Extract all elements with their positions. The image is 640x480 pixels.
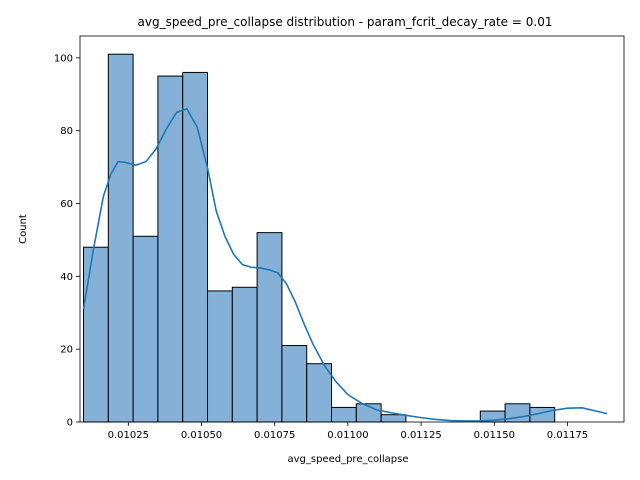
- histogram-bar: [132, 235, 159, 423]
- histogram-bar: [107, 53, 134, 423]
- histogram-bar: [157, 75, 184, 423]
- x-axis-label: avg_speed_pre_collapse: [287, 454, 408, 465]
- y-tick-label: 20: [60, 345, 73, 356]
- histogram-bar: [306, 363, 333, 423]
- x-tick-label: 0.01125: [400, 430, 441, 441]
- x-tick-label: 0.01075: [254, 430, 295, 441]
- y-axis-ticks: 0 20 40 60 80 100: [54, 53, 80, 429]
- y-tick-label: 0: [67, 418, 73, 429]
- histogram-bar: [256, 232, 283, 423]
- x-tick-label: 0.01175: [547, 430, 588, 441]
- x-tick-label: 0.01100: [327, 430, 368, 441]
- histogram-bar: [83, 246, 109, 423]
- histogram-bar: [281, 345, 308, 423]
- histogram-bar: [207, 290, 233, 423]
- kde-curve: [82, 107, 608, 422]
- y-tick-label: 100: [54, 53, 73, 64]
- x-tick-label: 0.01025: [108, 430, 149, 441]
- histogram-bar: [231, 286, 258, 423]
- x-tick-label: 0.01150: [474, 430, 515, 441]
- y-tick-label: 40: [60, 272, 73, 283]
- histogram-bar: [331, 406, 357, 423]
- plot-frame: [79, 35, 625, 423]
- x-axis-ticks: 0.01025 0.01050 0.01075 0.01100 0.01125 0.011…: [108, 422, 588, 441]
- histogram-bar: [380, 414, 407, 423]
- chart-title: avg_speed_pre_collapse distribution - pa…: [138, 15, 553, 29]
- y-axis-label: Count: [18, 214, 29, 244]
- histogram-bars: [83, 53, 556, 423]
- x-tick-label: 0.01050: [181, 430, 222, 441]
- y-tick-label: 60: [60, 199, 73, 210]
- y-tick-label: 80: [60, 126, 73, 137]
